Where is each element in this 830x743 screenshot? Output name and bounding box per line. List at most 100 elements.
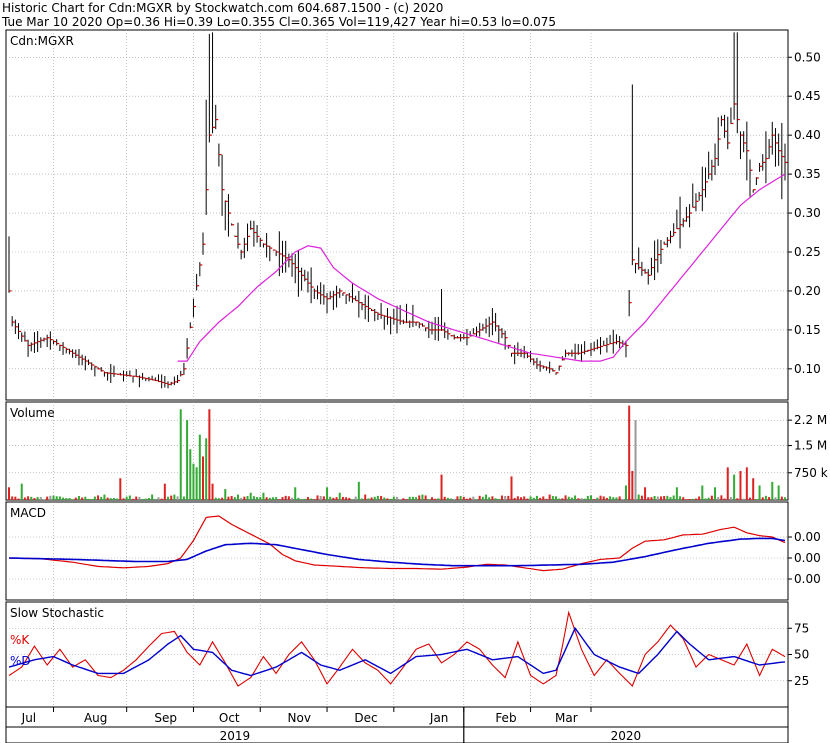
volume-bar [97,495,100,500]
panel-title-stochastic: Slow Stochastic [10,606,104,620]
stoch-k-line [8,610,786,687]
volume-bar [609,496,612,500]
panel-frame-volume [5,401,789,501]
ytick-label-stochastic-2: 75 [794,621,809,635]
volume-bar [186,420,189,500]
volume-bar [475,499,478,500]
volume-bar [548,494,551,500]
volume-bar [380,495,383,500]
volume-bar [23,497,26,500]
ytick-label-price-8: 0.50 [794,50,821,64]
volume-bar [167,496,170,500]
volume-bar [513,497,516,500]
volume-bar [424,495,427,500]
volume-bar [284,495,287,500]
volume-bar [653,495,656,500]
volume-bar [361,498,364,500]
ytick-label-price-1: 0.15 [794,323,821,337]
volume-bar [691,498,694,500]
volume-bar [418,495,421,500]
volume-bar [729,497,732,500]
volume-bar [526,498,529,500]
volume-bar [42,499,45,500]
x-month-label: Jul [21,711,36,725]
volume-bar [125,496,128,500]
volume-bar [65,498,68,500]
volume-bar [596,497,599,500]
volume-bar [221,497,224,500]
volume-bar [351,499,354,500]
volume-bar [780,496,783,500]
volume-bar [640,495,643,500]
volume-bar [599,495,602,500]
volume-bar [252,496,255,500]
volume-bar [310,498,313,500]
panel-frame-price [5,29,789,401]
volume-bar [504,495,507,500]
x-month-label: Feb [495,711,516,725]
volume-bar [17,498,20,500]
volume-bar [497,498,500,500]
volume-bar [33,498,36,500]
volume-bar [612,497,615,500]
volume-bar [749,497,752,500]
volume-bar [739,470,742,500]
volume-bar [112,498,115,500]
volume-bar [529,496,532,500]
volume-bar [720,495,723,500]
volume-bar [208,409,211,500]
volume-bar [8,487,10,500]
macd-signal-line [8,537,786,567]
volume-bar [364,494,367,500]
volume-bar [726,467,729,500]
ytick-label-stochastic-0: 25 [794,674,809,688]
volume-bar [710,495,713,500]
volume-bar [20,483,23,500]
volume-bar [316,495,319,500]
volume-bar [249,492,252,500]
volume-bar [675,487,678,500]
volume-bar [291,497,294,500]
volume-bar [707,497,710,500]
volume-bar [586,495,589,500]
volume-bar [558,498,561,500]
volume-bar [192,463,195,500]
volume-bar [55,496,58,500]
volume-bar [389,498,392,500]
volume-bar [30,496,33,500]
volume-bar [605,497,608,500]
volume-bar [516,496,519,500]
volume-bar [319,496,322,500]
volume-bar [329,496,332,500]
volume-bar [644,487,647,500]
volume-bar [679,496,682,500]
volume-bar [430,497,433,500]
volume-bar [784,497,786,500]
volume-bar [520,497,523,500]
x-month-label: Jan [429,711,449,725]
volume-bar [551,496,554,500]
ytick-label-price-7: 0.45 [794,89,821,103]
ytick-label-volume-2: 2.2 M [794,413,827,427]
volume-bar [49,495,52,500]
volume-bar [354,496,357,500]
volume-bar [637,494,640,500]
volume-bar [399,499,402,500]
volume-bar [434,498,437,500]
volume-bar [488,497,491,500]
volume-bar [443,496,446,500]
panel-title-volume: Volume [10,406,55,420]
volume-bar [116,498,119,500]
volume-bar [240,497,243,500]
x-month-label: Oct [219,711,240,725]
volume-bar [669,497,672,500]
volume-bar [567,496,570,500]
x-month-label: Dec [354,711,377,725]
volume-bar [119,478,122,500]
volume-bar [211,483,214,500]
volume-bar [36,497,39,500]
volume-bar [27,496,30,500]
volume-bar [46,496,49,500]
volume-bar [326,487,329,500]
volume-bar [39,497,42,500]
